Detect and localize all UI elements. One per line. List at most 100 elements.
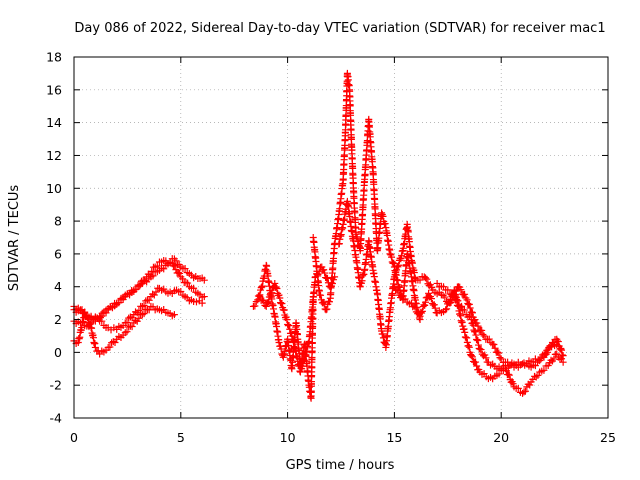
axis-ticks: 0 5 10 15 20 25 -4 -2 0 2 4 6 8 10 12 14 16 18 [46, 50, 616, 446]
data-point [177, 287, 185, 295]
data-point [152, 288, 160, 296]
data-point [325, 298, 333, 306]
data-point [111, 339, 119, 347]
data-point [198, 299, 206, 307]
data-point [140, 301, 148, 309]
data-point [83, 314, 91, 322]
data-point [418, 309, 426, 317]
data-point [540, 366, 548, 374]
data-point [460, 306, 468, 314]
data-point [359, 272, 367, 280]
series-track-j [433, 279, 567, 373]
data-point [470, 326, 478, 334]
data-point [320, 266, 328, 274]
data-point [454, 297, 462, 305]
data-point [472, 358, 480, 366]
data-point [123, 328, 131, 336]
data-point [285, 321, 293, 329]
data-point [190, 284, 198, 292]
data-point [98, 317, 106, 325]
data-point [467, 316, 475, 324]
data-point [184, 279, 192, 287]
data-point [430, 301, 438, 309]
chart-title: Day 086 of 2022, Sidereal Day-to-day VTE… [74, 21, 605, 36]
data-point [379, 330, 387, 338]
data-point [443, 305, 451, 313]
data-point [135, 306, 143, 314]
data-point [536, 357, 544, 365]
data-point [465, 342, 473, 350]
data-point [323, 305, 331, 313]
data-point [479, 331, 487, 339]
data-point [388, 253, 396, 261]
data-point [421, 301, 429, 309]
data-point [145, 296, 153, 304]
data-point [471, 327, 479, 335]
data-point [276, 294, 284, 302]
data-point [504, 370, 512, 378]
data-point [251, 302, 259, 310]
data-point [276, 299, 284, 307]
data-point [386, 250, 394, 258]
data-point [427, 295, 435, 303]
data-point [474, 336, 482, 344]
data-point [495, 349, 503, 357]
data-point [526, 381, 534, 389]
data-point [174, 268, 182, 276]
data-point [392, 270, 400, 278]
data-point [172, 257, 180, 265]
data-point [475, 341, 483, 349]
data-point [304, 342, 312, 350]
data-point [106, 343, 114, 351]
data-point [453, 295, 461, 303]
data-point [258, 296, 266, 304]
data-point [557, 344, 565, 352]
data-point [445, 299, 453, 307]
data-point [531, 372, 539, 380]
data-point [277, 345, 285, 353]
data-point [379, 212, 387, 220]
data-point [465, 343, 473, 351]
data-point [553, 350, 561, 358]
data-point [303, 347, 311, 355]
data-point [398, 252, 406, 260]
x-tick-label: 0 [70, 430, 78, 445]
series-track-h [335, 197, 565, 369]
data-point [394, 287, 402, 295]
data-point [200, 293, 208, 301]
data-point [465, 300, 473, 308]
data-point [378, 209, 386, 217]
data-point [467, 352, 475, 360]
data-point [262, 302, 270, 310]
data-point [257, 284, 265, 292]
data-point [135, 314, 143, 322]
data-point [466, 312, 474, 320]
data-point [416, 312, 424, 320]
data-point [171, 262, 179, 270]
y-axis-label: SDTVAR / TECUs [7, 185, 22, 292]
series-track-g [309, 69, 424, 324]
data-point [458, 302, 466, 310]
data-point [388, 258, 396, 266]
data-point [514, 384, 522, 392]
data-point [502, 367, 510, 375]
data-point [390, 259, 398, 267]
data-point [200, 276, 208, 284]
data-point [360, 270, 368, 278]
data-point [252, 298, 260, 306]
data-point [278, 300, 286, 308]
data-point [461, 290, 469, 298]
data-point [558, 346, 566, 354]
data-point [491, 344, 499, 352]
x-tick-label: 20 [493, 430, 509, 445]
data-point [119, 295, 127, 303]
y-tick-label: 4 [54, 279, 62, 294]
data-point [410, 302, 418, 310]
data-point [138, 311, 146, 319]
data-point [474, 322, 482, 330]
data-point [463, 338, 471, 346]
data-point [393, 266, 401, 274]
data-point [132, 308, 140, 316]
y-tick-label: 18 [46, 50, 62, 65]
data-point [537, 355, 545, 363]
